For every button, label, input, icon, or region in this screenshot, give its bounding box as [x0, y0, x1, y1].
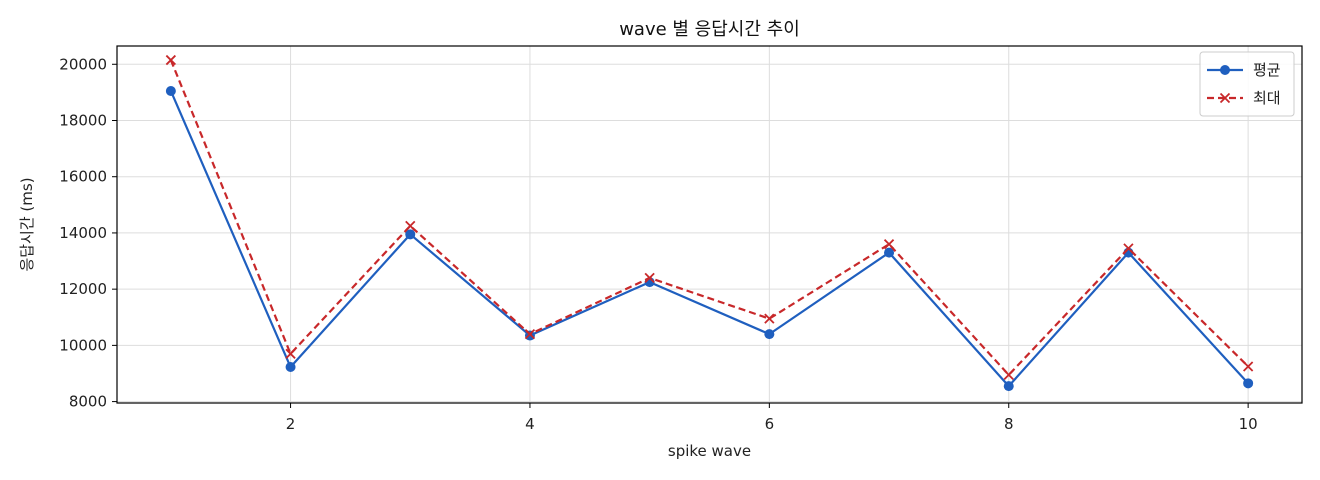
- legend-item: 최대: [1207, 89, 1281, 107]
- x-tick-label: 8: [1004, 415, 1014, 433]
- data-point: [405, 229, 416, 240]
- data-point: [405, 220, 416, 232]
- data-point: [1242, 361, 1254, 372]
- x-tick-label: 2: [286, 415, 296, 433]
- marker-stroke: [285, 348, 296, 359]
- data-point: [165, 85, 176, 96]
- marker-stroke: [524, 328, 536, 340]
- marker-stroke: [165, 54, 177, 66]
- marker-stroke: [644, 272, 655, 284]
- marker-stroke: [1219, 92, 1231, 104]
- data-point: [285, 348, 296, 359]
- data-point: [524, 328, 536, 340]
- y-tick-label: 8000: [69, 393, 107, 411]
- marker-stroke: [1003, 369, 1014, 381]
- y-tick-label: 12000: [59, 280, 107, 298]
- legend-item: 평균: [1207, 61, 1281, 79]
- y-tick-label: 18000: [59, 111, 107, 129]
- marker-stroke: [405, 220, 416, 232]
- y-tick-label: 10000: [59, 336, 107, 354]
- y-tick-label: 16000: [59, 168, 107, 186]
- marker-stroke: [1242, 361, 1254, 372]
- y-axis-label: 응답시간 (ms): [18, 177, 36, 271]
- series-line: [169, 59, 1249, 376]
- series-2: [165, 54, 1254, 381]
- data-point: [285, 362, 296, 373]
- data-point: [884, 247, 895, 258]
- data-point: [1243, 378, 1254, 389]
- legend-label: 최대: [1253, 89, 1281, 107]
- marker-stroke: [764, 313, 775, 324]
- y-tick-label: 20000: [59, 55, 107, 73]
- marker-stroke: [883, 239, 895, 250]
- x-tick-label: 6: [765, 415, 775, 433]
- data-point: [1003, 381, 1014, 392]
- legend-label: 평균: [1253, 61, 1281, 79]
- data-point: [1123, 243, 1134, 254]
- series-1: [165, 85, 1254, 392]
- x-tick-label: 4: [525, 415, 535, 433]
- data-point: [764, 329, 775, 340]
- chart-title: wave 별 응답시간 추이: [619, 19, 800, 40]
- marker-stroke: [1123, 243, 1134, 254]
- x-tick-label: 10: [1239, 415, 1258, 433]
- series-line: [169, 90, 1249, 388]
- plot-frame: [116, 45, 1303, 404]
- legend-marker: [1220, 65, 1230, 75]
- data-point: [883, 239, 895, 250]
- series-layer: [165, 54, 1254, 392]
- data-point: [764, 313, 775, 324]
- axis-ticks: 2 4 6 8 10 8000 10000 12000 14000 16000 18000 20000: [59, 55, 1257, 433]
- x-axis-label: spike wave: [668, 442, 751, 460]
- data-point: [1003, 369, 1014, 381]
- legend-marker: [1219, 92, 1231, 104]
- y-tick-label: 14000: [59, 224, 107, 242]
- data-point: [644, 272, 655, 284]
- data-point: [165, 54, 177, 66]
- grid-lines: [117, 46, 1302, 403]
